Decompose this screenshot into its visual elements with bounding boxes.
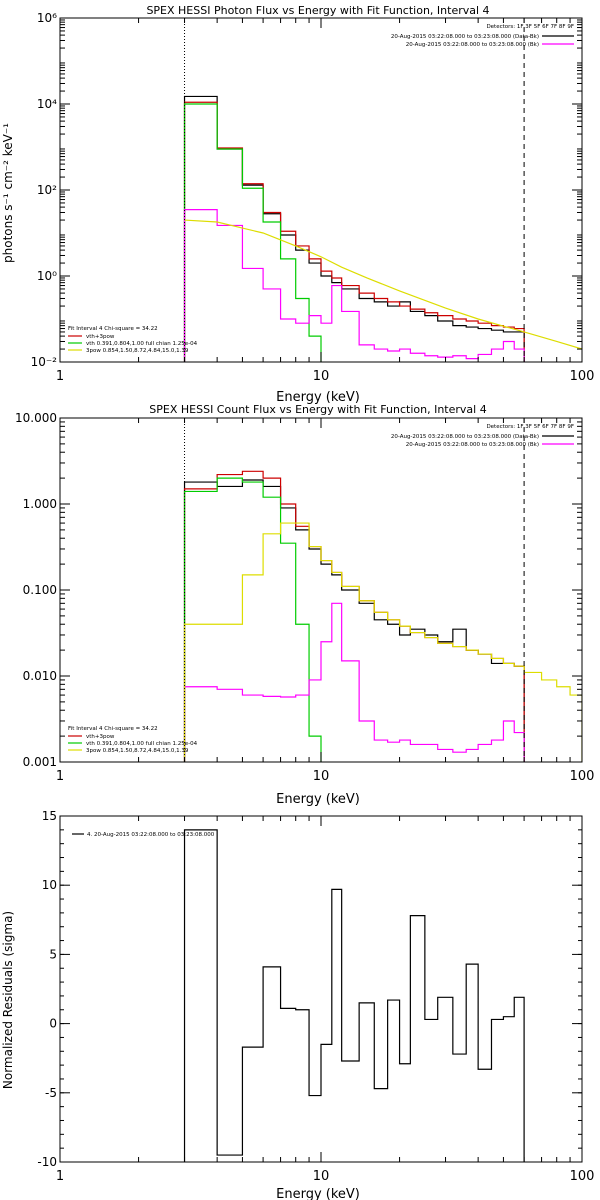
count-flux-xlabel: Energy (keV) <box>276 792 360 807</box>
y-tick-label: 10⁶ <box>37 11 57 25</box>
series-line-1 <box>183 470 525 762</box>
y-tick-label: -5 <box>45 1086 57 1100</box>
series-line-3 <box>183 209 525 362</box>
count-flux-panel: SPEX HESSI Count Flux vs Energy with Fit… <box>15 403 594 807</box>
y-tick-label: 1.000 <box>23 497 57 511</box>
series-line-1 <box>183 101 525 362</box>
photon-flux-title: SPEX HESSI Photon Flux vs Energy with Fi… <box>146 4 489 17</box>
x-tick-label: 1 <box>56 369 64 384</box>
residuals-xlabel: Energy (keV) <box>276 1187 360 1200</box>
x-tick-label: 100 <box>570 769 595 784</box>
legend-entry-label: 3pow 0.854,1.50,8.72,4.84,15.0,1.39 <box>86 748 189 754</box>
series-line-4 <box>183 522 582 762</box>
y-tick-label: 5 <box>49 947 57 961</box>
legend-entry-label: vth 0.391,0.804,1.00 full chian 1.25e-04 <box>86 741 198 747</box>
plot-frame <box>59 417 583 763</box>
legend-entry-label: 20-Aug-2015 03:22:08.000 to 03:23:08.000… <box>406 42 539 48</box>
residuals-panel: Energy (keV) Normalized Residuals (sigma… <box>1 809 594 1200</box>
series-group <box>183 95 582 362</box>
series-group <box>183 829 525 1162</box>
y-tick-label: 10⁻² <box>31 355 58 369</box>
plot-frame <box>59 17 583 363</box>
legend-header: Fit Interval 4 Chi-square = 34.22 <box>68 726 158 732</box>
x-tick-label: 10 <box>313 1169 330 1184</box>
x-tick-label: 1 <box>56 1169 64 1184</box>
y-tick-label: -10 <box>37 1155 57 1169</box>
legend-header: Fit Interval 4 Chi-square = 34.22 <box>68 326 158 332</box>
legend-entry-label: 4. 20-Aug-2015 03:22:08.000 to 03:23:08.… <box>87 832 215 838</box>
series-line-0 <box>183 829 525 1162</box>
legend-entry-label: 20-Aug-2015 03:22:08.000 to 03:23:08.000… <box>391 434 539 440</box>
x-tick-label: 10 <box>313 769 330 784</box>
series-line-0 <box>183 95 525 362</box>
y-tick-label: 10⁴ <box>37 97 57 111</box>
legend-entry-label: vth+3pow <box>86 334 115 340</box>
series-line-2 <box>183 103 333 362</box>
y-tick-label: 0.100 <box>23 583 57 597</box>
y-tick-label: 0 <box>49 1017 57 1031</box>
legend-entry-label: 20-Aug-2015 03:22:08.000 to 03:23:08.000… <box>406 442 539 448</box>
legend-entry-label: 20-Aug-2015 03:22:08.000 to 03:23:08.000… <box>391 34 539 40</box>
photon-flux-xlabel: Energy (keV) <box>276 390 360 405</box>
y-tick-label: 10² <box>37 183 57 197</box>
y-tick-label: 0.001 <box>23 755 57 769</box>
y-tick-label: 10 <box>42 878 57 892</box>
count-flux-title: SPEX HESSI Count Flux vs Energy with Fit… <box>149 403 486 416</box>
x-tick-label: 100 <box>570 1169 595 1184</box>
series-line-4 <box>184 219 582 350</box>
y-tick-label: 0.010 <box>23 669 57 683</box>
photon-flux-panel: SPEX HESSI Photon Flux vs Energy with Fi… <box>1 4 594 405</box>
series-line-3 <box>183 602 525 762</box>
legend-entry-label: vth 0.391,0.804,1.00 full chian 1.25e-04 <box>86 341 198 347</box>
x-tick-label: 10 <box>313 369 330 384</box>
legend-entry-label: vth+3pow <box>86 734 115 740</box>
series-line-0 <box>183 479 525 762</box>
x-tick-label: 1 <box>56 769 64 784</box>
legend-entry-label: 3pow 0.854,1.50,8.72,4.84,15.0,1.39 <box>86 348 189 354</box>
y-tick-label: 10⁰ <box>37 269 57 283</box>
legend-header: Detectors: 1F 3F 5F 6F 7F 8F 9F <box>486 424 574 430</box>
y-tick-label: 10.000 <box>15 411 57 425</box>
plot-frame <box>59 815 583 1163</box>
residuals-ylabel: Normalized Residuals (sigma) <box>1 911 15 1089</box>
series-group <box>183 470 582 762</box>
x-tick-label: 100 <box>570 369 595 384</box>
series-line-2 <box>183 477 333 762</box>
photon-flux-ylabel: photons s⁻¹ cm⁻² keV⁻¹ <box>1 123 15 263</box>
legend-header: Detectors: 1F 3F 5F 6F 7F 8F 9F <box>486 24 574 30</box>
y-tick-label: 15 <box>42 809 57 823</box>
